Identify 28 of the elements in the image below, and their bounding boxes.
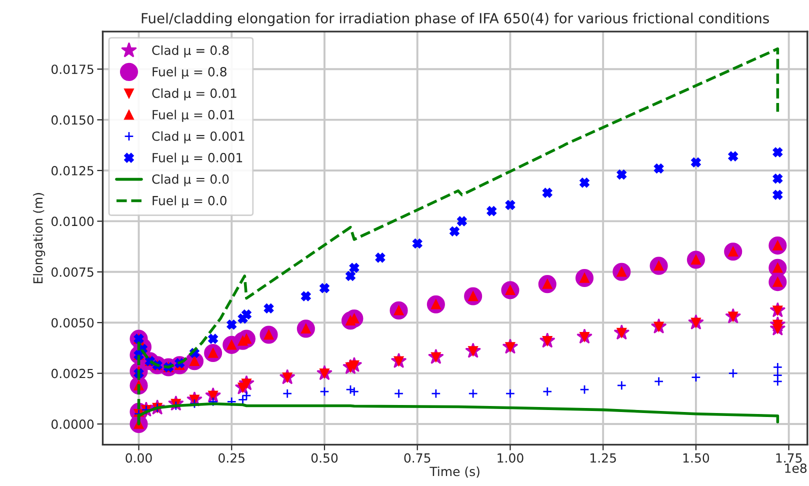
chart-title: Fuel/cladding elongation for irradiation phase of IFA 650(4) for various frictional conditions bbox=[142, 12, 769, 26]
x-tick-label: 0.50 bbox=[311, 453, 338, 463]
y-axis-title: Elongation (m) bbox=[33, 193, 46, 284]
y-tick-label: 0.0050 bbox=[51, 318, 94, 328]
x-tick-label: 1.75 bbox=[776, 453, 802, 463]
x-axis-title: Time (s) bbox=[430, 466, 480, 478]
y-tick-label: 0.0075 bbox=[51, 267, 94, 277]
x-tick-label: 0.00 bbox=[126, 453, 152, 463]
legend-label: Fuel μ = 0.01 bbox=[152, 110, 234, 122]
x-tick-label: 0.75 bbox=[404, 453, 430, 463]
x-tick-label: 0.25 bbox=[218, 453, 244, 463]
legend-label: Fuel μ = 0.001 bbox=[152, 152, 242, 165]
y-tick-label: 0.0100 bbox=[51, 216, 94, 226]
text: 1e8 bbox=[785, 464, 807, 473]
y-tick-label: 0.0025 bbox=[51, 368, 94, 378]
y-tick-label: 0.0175 bbox=[51, 64, 94, 74]
legend-label: Clad μ = 0.8 bbox=[152, 45, 229, 58]
x-tick-label: 1.50 bbox=[683, 453, 710, 463]
y-tick-label: 0.0125 bbox=[51, 166, 94, 176]
y-tick-label: 0.0000 bbox=[51, 419, 94, 429]
legend-label: Fuel μ = 0.8 bbox=[152, 66, 226, 79]
legend-label: Clad μ = 0.001 bbox=[152, 131, 244, 144]
x-tick-label: 1.00 bbox=[498, 453, 524, 463]
legend-label: Clad μ = 0.01 bbox=[152, 88, 236, 100]
legend-label: Fuel μ = 0.0 bbox=[152, 196, 226, 208]
x-tick-label: 1.25 bbox=[590, 453, 616, 463]
y-tick-label: 0.0150 bbox=[51, 115, 94, 125]
legend-label: Clad μ = 0.0 bbox=[152, 174, 229, 186]
